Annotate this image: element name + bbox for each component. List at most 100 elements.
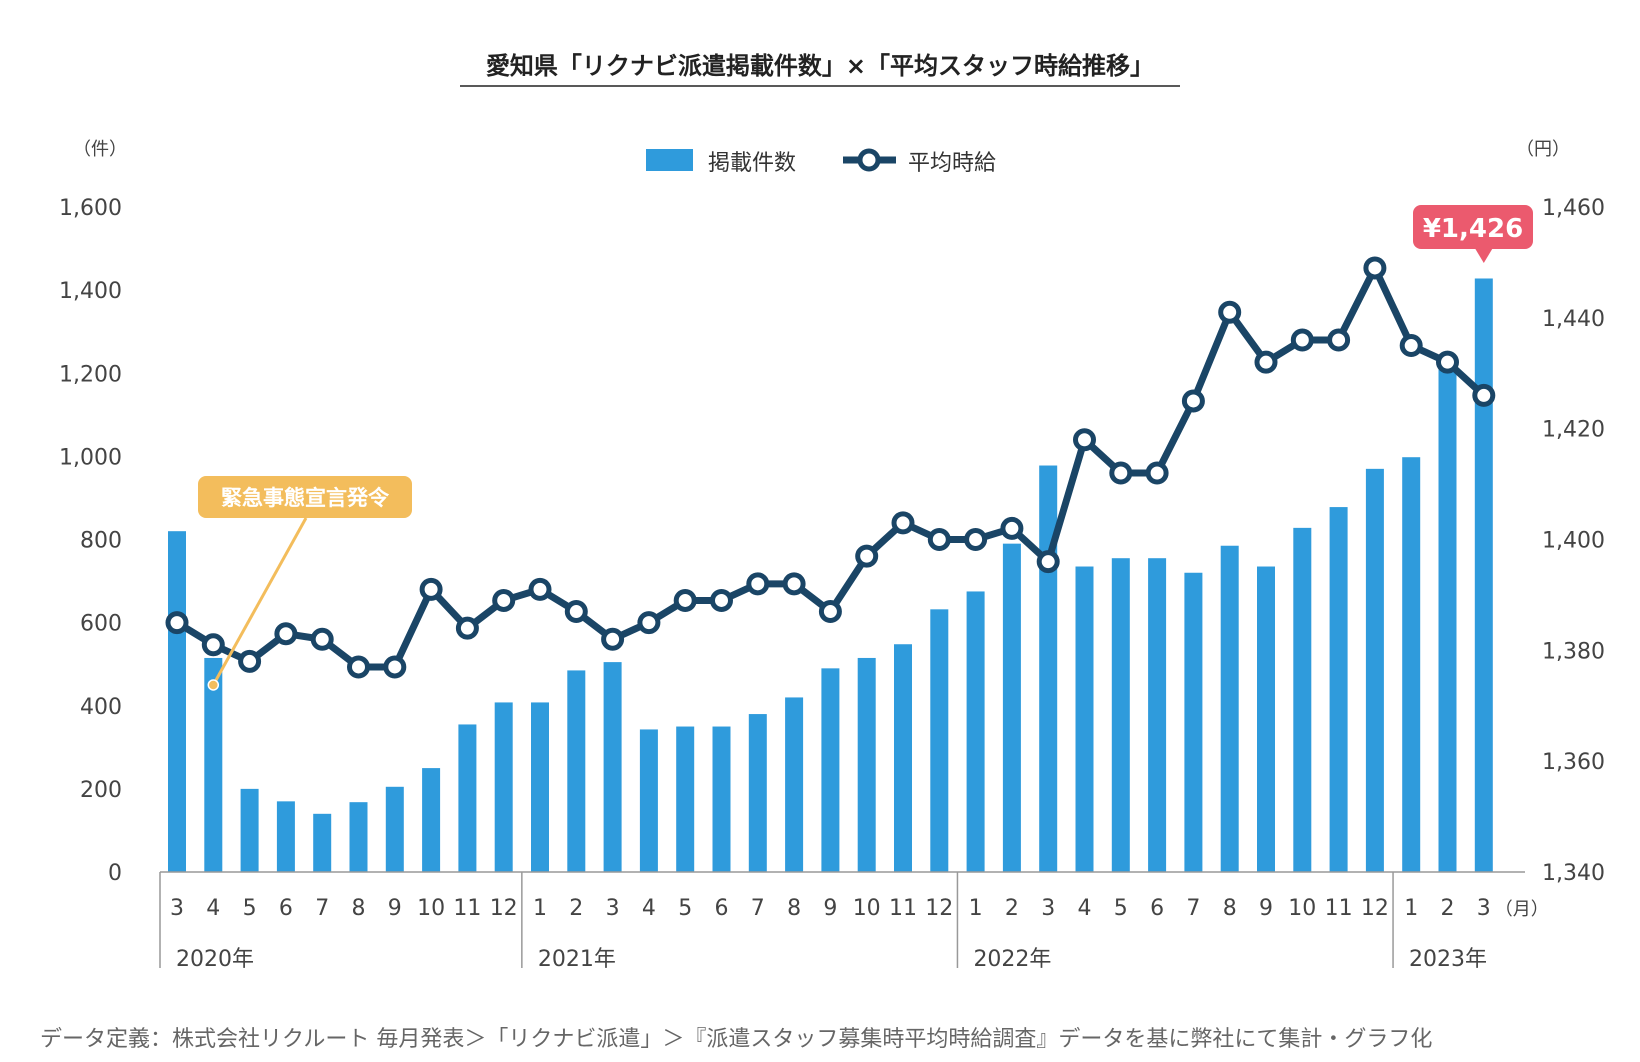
footer-source: データ定義：株式会社リクルート 毎月発表＞「リクナビ派遣」＞『派遣スタッフ募集時… <box>40 1027 1432 1052</box>
bar <box>857 657 876 872</box>
month-tick-label: 8 <box>1223 896 1237 921</box>
line-point <box>1036 550 1060 574</box>
bar-series <box>168 278 1493 872</box>
bar <box>385 786 404 872</box>
price-callout-box <box>1413 205 1533 249</box>
left-tick-label: 1,200 <box>59 362 122 387</box>
month-tick-label: 8 <box>352 896 366 921</box>
month-tick-label: 6 <box>279 896 293 921</box>
bar <box>531 702 549 872</box>
month-tick-label: 10 <box>417 896 445 921</box>
month-tick-label: 7 <box>1186 896 1200 921</box>
legend-line-marker <box>857 148 881 172</box>
bar <box>1002 543 1021 872</box>
year-label: 2023年 <box>1409 947 1487 972</box>
event-leader-line <box>211 517 308 686</box>
line-point <box>1145 461 1169 485</box>
annotations: 緊急事態宣言発令 ¥1,426 <box>198 205 1533 691</box>
month-tick-label: 1 <box>533 896 547 921</box>
right-axis-unit: （円） <box>1516 139 1570 160</box>
right-tick-label: 1,460 <box>1542 196 1605 221</box>
line-point <box>1254 350 1278 374</box>
event-anchor-dot <box>207 679 220 691</box>
line-point <box>1399 334 1423 358</box>
bar <box>1220 545 1239 872</box>
month-tick-label: 11 <box>453 896 481 921</box>
month-tick-label: 9 <box>1259 896 1273 921</box>
bar <box>821 668 840 872</box>
line-point <box>1181 389 1205 413</box>
line-series <box>165 256 1496 679</box>
bar <box>894 644 912 872</box>
month-tick-label: 2 <box>569 896 583 921</box>
left-tick-label: 600 <box>80 612 122 637</box>
left-tick-label: 0 <box>108 861 122 886</box>
bar <box>1148 558 1167 872</box>
line-point <box>492 588 516 612</box>
left-axis-ticks: 0 200 400 600 800 1,000 1,200 1,400 1,600 <box>59 196 122 886</box>
bar <box>494 702 513 872</box>
month-tick-label: 1 <box>969 896 983 921</box>
line-point <box>891 511 915 535</box>
month-tick-label: 3 <box>606 896 620 921</box>
line-point <box>419 577 443 601</box>
bar <box>639 729 658 872</box>
month-tick-label: 4 <box>206 896 220 921</box>
line-point <box>818 600 842 624</box>
price-callout-pointer <box>1474 248 1493 263</box>
line-point <box>746 572 770 596</box>
line-point <box>1436 350 1459 374</box>
line-point <box>165 611 189 635</box>
line-point <box>927 528 951 551</box>
line-point <box>637 611 661 635</box>
bar <box>785 697 804 872</box>
line-point <box>274 622 298 646</box>
line-point <box>601 627 625 651</box>
line-point <box>1290 328 1314 352</box>
line-point <box>383 655 407 679</box>
event-callout-text: 緊急事態宣言発令 <box>221 486 390 510</box>
right-axis-ticks: 1,340 1,360 1,380 1,400 1,420 1,440 1,460 <box>1542 196 1605 886</box>
line-point <box>564 600 588 624</box>
line-point <box>455 616 479 640</box>
right-tick-label: 1,360 <box>1542 750 1605 775</box>
month-tick-label: 9 <box>823 896 837 921</box>
line-point <box>1109 461 1133 485</box>
month-tick-label: 2 <box>1005 896 1019 921</box>
bar <box>204 657 223 872</box>
line-point <box>238 649 262 673</box>
event-callout-box <box>198 476 412 518</box>
line-point <box>528 577 552 601</box>
bar <box>1438 360 1457 872</box>
bar <box>1257 566 1275 872</box>
line-point <box>347 655 370 679</box>
line-point <box>1000 516 1024 540</box>
bar <box>1039 465 1058 872</box>
line-point <box>1472 383 1496 407</box>
bar <box>1075 566 1094 872</box>
bar <box>458 724 477 872</box>
legend-line-label: 平均時給 <box>908 151 996 176</box>
line-point <box>1218 300 1242 324</box>
month-tick-label: 4 <box>1078 896 1092 921</box>
bar <box>168 531 186 872</box>
legend: 掲載件数 平均時給 <box>646 148 996 176</box>
bar <box>1293 527 1312 872</box>
bar <box>422 768 441 872</box>
line-point <box>1073 428 1096 452</box>
month-tick-label: 8 <box>787 896 801 921</box>
line-point <box>855 544 879 568</box>
left-axis-unit: （件） <box>73 139 127 160</box>
bar <box>1329 507 1348 872</box>
line-point <box>201 633 225 657</box>
x-axis: 3 4 5 6 7 8 9 10 11 12 1 2 3 4 5 6 7 8 9 10 11 12 1 2 3 4 5 6 7 8 9 10 1… <box>159 871 1549 972</box>
line-point <box>1363 256 1387 280</box>
month-tick-label: 12 <box>490 896 518 921</box>
month-tick-label: 7 <box>315 896 329 921</box>
x-axis-unit: （月） <box>1495 899 1549 920</box>
line-point <box>710 588 733 612</box>
month-tick-label: 7 <box>751 896 765 921</box>
left-tick-label: 1,400 <box>59 279 122 304</box>
bar <box>313 813 332 872</box>
